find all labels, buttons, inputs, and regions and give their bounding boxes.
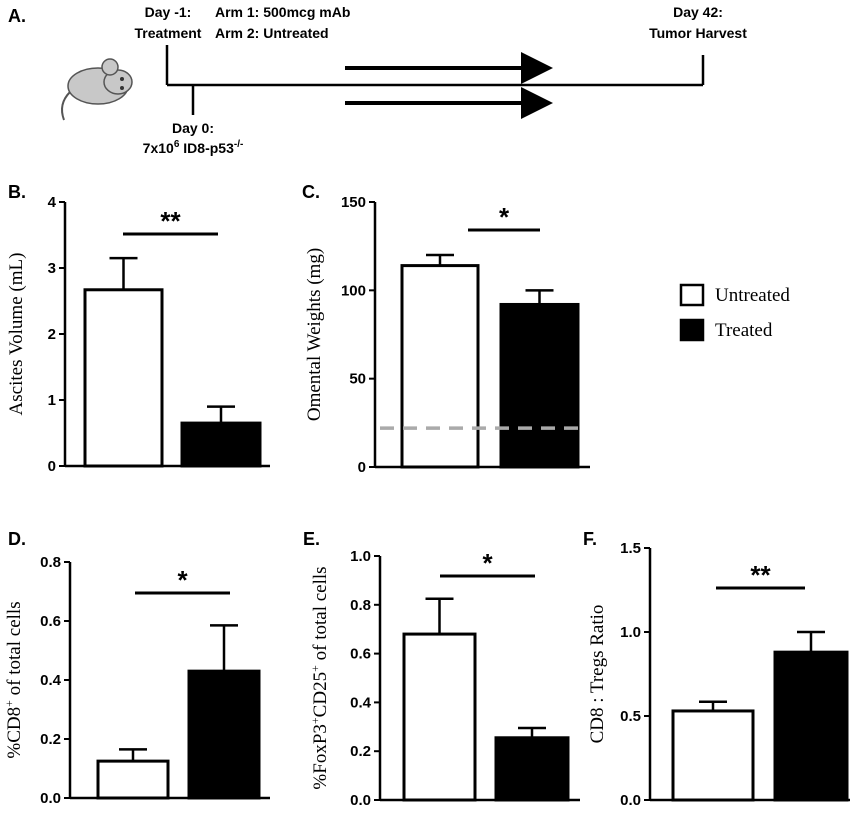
timeline-label: Day 0: — [172, 120, 214, 136]
timeline-label: Day -1: — [145, 4, 192, 20]
superscript: + — [308, 665, 322, 672]
text: of total cells — [310, 566, 331, 665]
y-axis-label: Ascites Volume (mL) — [6, 253, 27, 416]
bar — [180, 421, 262, 468]
bar — [773, 650, 849, 802]
panel-label: C. — [302, 182, 320, 202]
y-tick-label: 0.6 — [350, 646, 371, 663]
y-tick-label: 0 — [48, 458, 56, 475]
y-tick-label: 150 — [341, 194, 366, 211]
y-tick-label: 4 — [48, 194, 57, 211]
y-tick-label: 2 — [48, 326, 56, 343]
bar — [402, 632, 477, 802]
timeline-label: Arm 1: 500mcg mAb — [215, 4, 350, 20]
y-axis-label: %CD8+ of total cells — [2, 601, 25, 758]
panel-label: D. — [8, 529, 26, 549]
text: Ascites Volume (mL) — [6, 253, 27, 416]
text: %FoxP3 — [310, 724, 331, 789]
text: ID8-p53 — [179, 140, 234, 156]
panel-label: A. — [8, 6, 26, 26]
significance-label: * — [499, 202, 510, 232]
legend-label: Untreated — [715, 285, 790, 306]
bar — [671, 709, 755, 802]
bar — [499, 302, 580, 469]
significance-label: ** — [750, 560, 771, 590]
y-tick-label: 0.2 — [350, 743, 371, 760]
y-tick-label: 0.5 — [620, 708, 641, 725]
bar — [494, 736, 570, 802]
significance-label: * — [177, 565, 188, 595]
y-axis-label: CD8 : Tregs Ratio — [587, 605, 608, 744]
text: of total cells — [4, 601, 25, 700]
y-tick-label: 0.4 — [40, 672, 62, 689]
legend-swatch — [679, 318, 705, 342]
bar — [400, 264, 480, 469]
superscript: + — [2, 700, 16, 707]
y-tick-label: 1 — [48, 392, 56, 409]
superscript: + — [308, 717, 322, 724]
y-tick-label: 100 — [341, 282, 366, 299]
panel-label: B. — [8, 182, 26, 202]
panel-label: F. — [583, 529, 597, 549]
text: CD25 — [310, 672, 331, 717]
y-tick-label: 1.0 — [620, 624, 641, 641]
legend-label: Treated — [715, 320, 773, 341]
y-axis-label: Omental Weights (mg) — [304, 248, 325, 421]
bar — [83, 288, 164, 468]
panel-label: E. — [303, 529, 320, 549]
timeline-label: Tumor Harvest — [649, 25, 747, 41]
y-tick-label: 50 — [349, 371, 366, 388]
y-tick-label: 0.0 — [620, 792, 641, 809]
text: 7x10 — [143, 140, 174, 156]
significance-label: * — [482, 548, 493, 578]
superscript: -/- — [234, 139, 243, 150]
bar — [187, 669, 261, 800]
y-tick-label: 0.2 — [40, 731, 61, 748]
y-tick-label: 0 — [358, 459, 366, 476]
timeline-label: Treatment — [135, 25, 202, 41]
significance-label: ** — [160, 206, 181, 236]
y-tick-label: 1.0 — [350, 548, 371, 565]
timeline-label: Arm 2: Untreated — [215, 25, 329, 41]
text: Omental Weights (mg) — [304, 248, 325, 421]
bar — [96, 759, 170, 800]
y-tick-label: 1.5 — [620, 540, 641, 557]
text: %CD8 — [4, 707, 25, 759]
legend-swatch — [679, 283, 705, 307]
timeline-label: Day 42: — [673, 4, 723, 20]
y-tick-label: 0.8 — [40, 554, 61, 571]
superscript: 6 — [174, 139, 180, 150]
timeline — [165, 45, 705, 119]
mouse-icon — [61, 58, 133, 121]
y-axis-label: %FoxP3+CD25+ of total cells — [308, 566, 331, 789]
y-tick-label: 0.8 — [350, 597, 371, 614]
timeline-label: 7x106 ID8-p53-/- — [143, 139, 244, 156]
y-tick-label: 3 — [48, 260, 56, 277]
y-tick-label: 0.0 — [350, 792, 371, 809]
y-tick-label: 0.4 — [350, 694, 372, 711]
text: CD8 : Tregs Ratio — [587, 605, 608, 744]
y-tick-label: 0.6 — [40, 613, 61, 630]
y-tick-label: 0.0 — [40, 790, 61, 807]
